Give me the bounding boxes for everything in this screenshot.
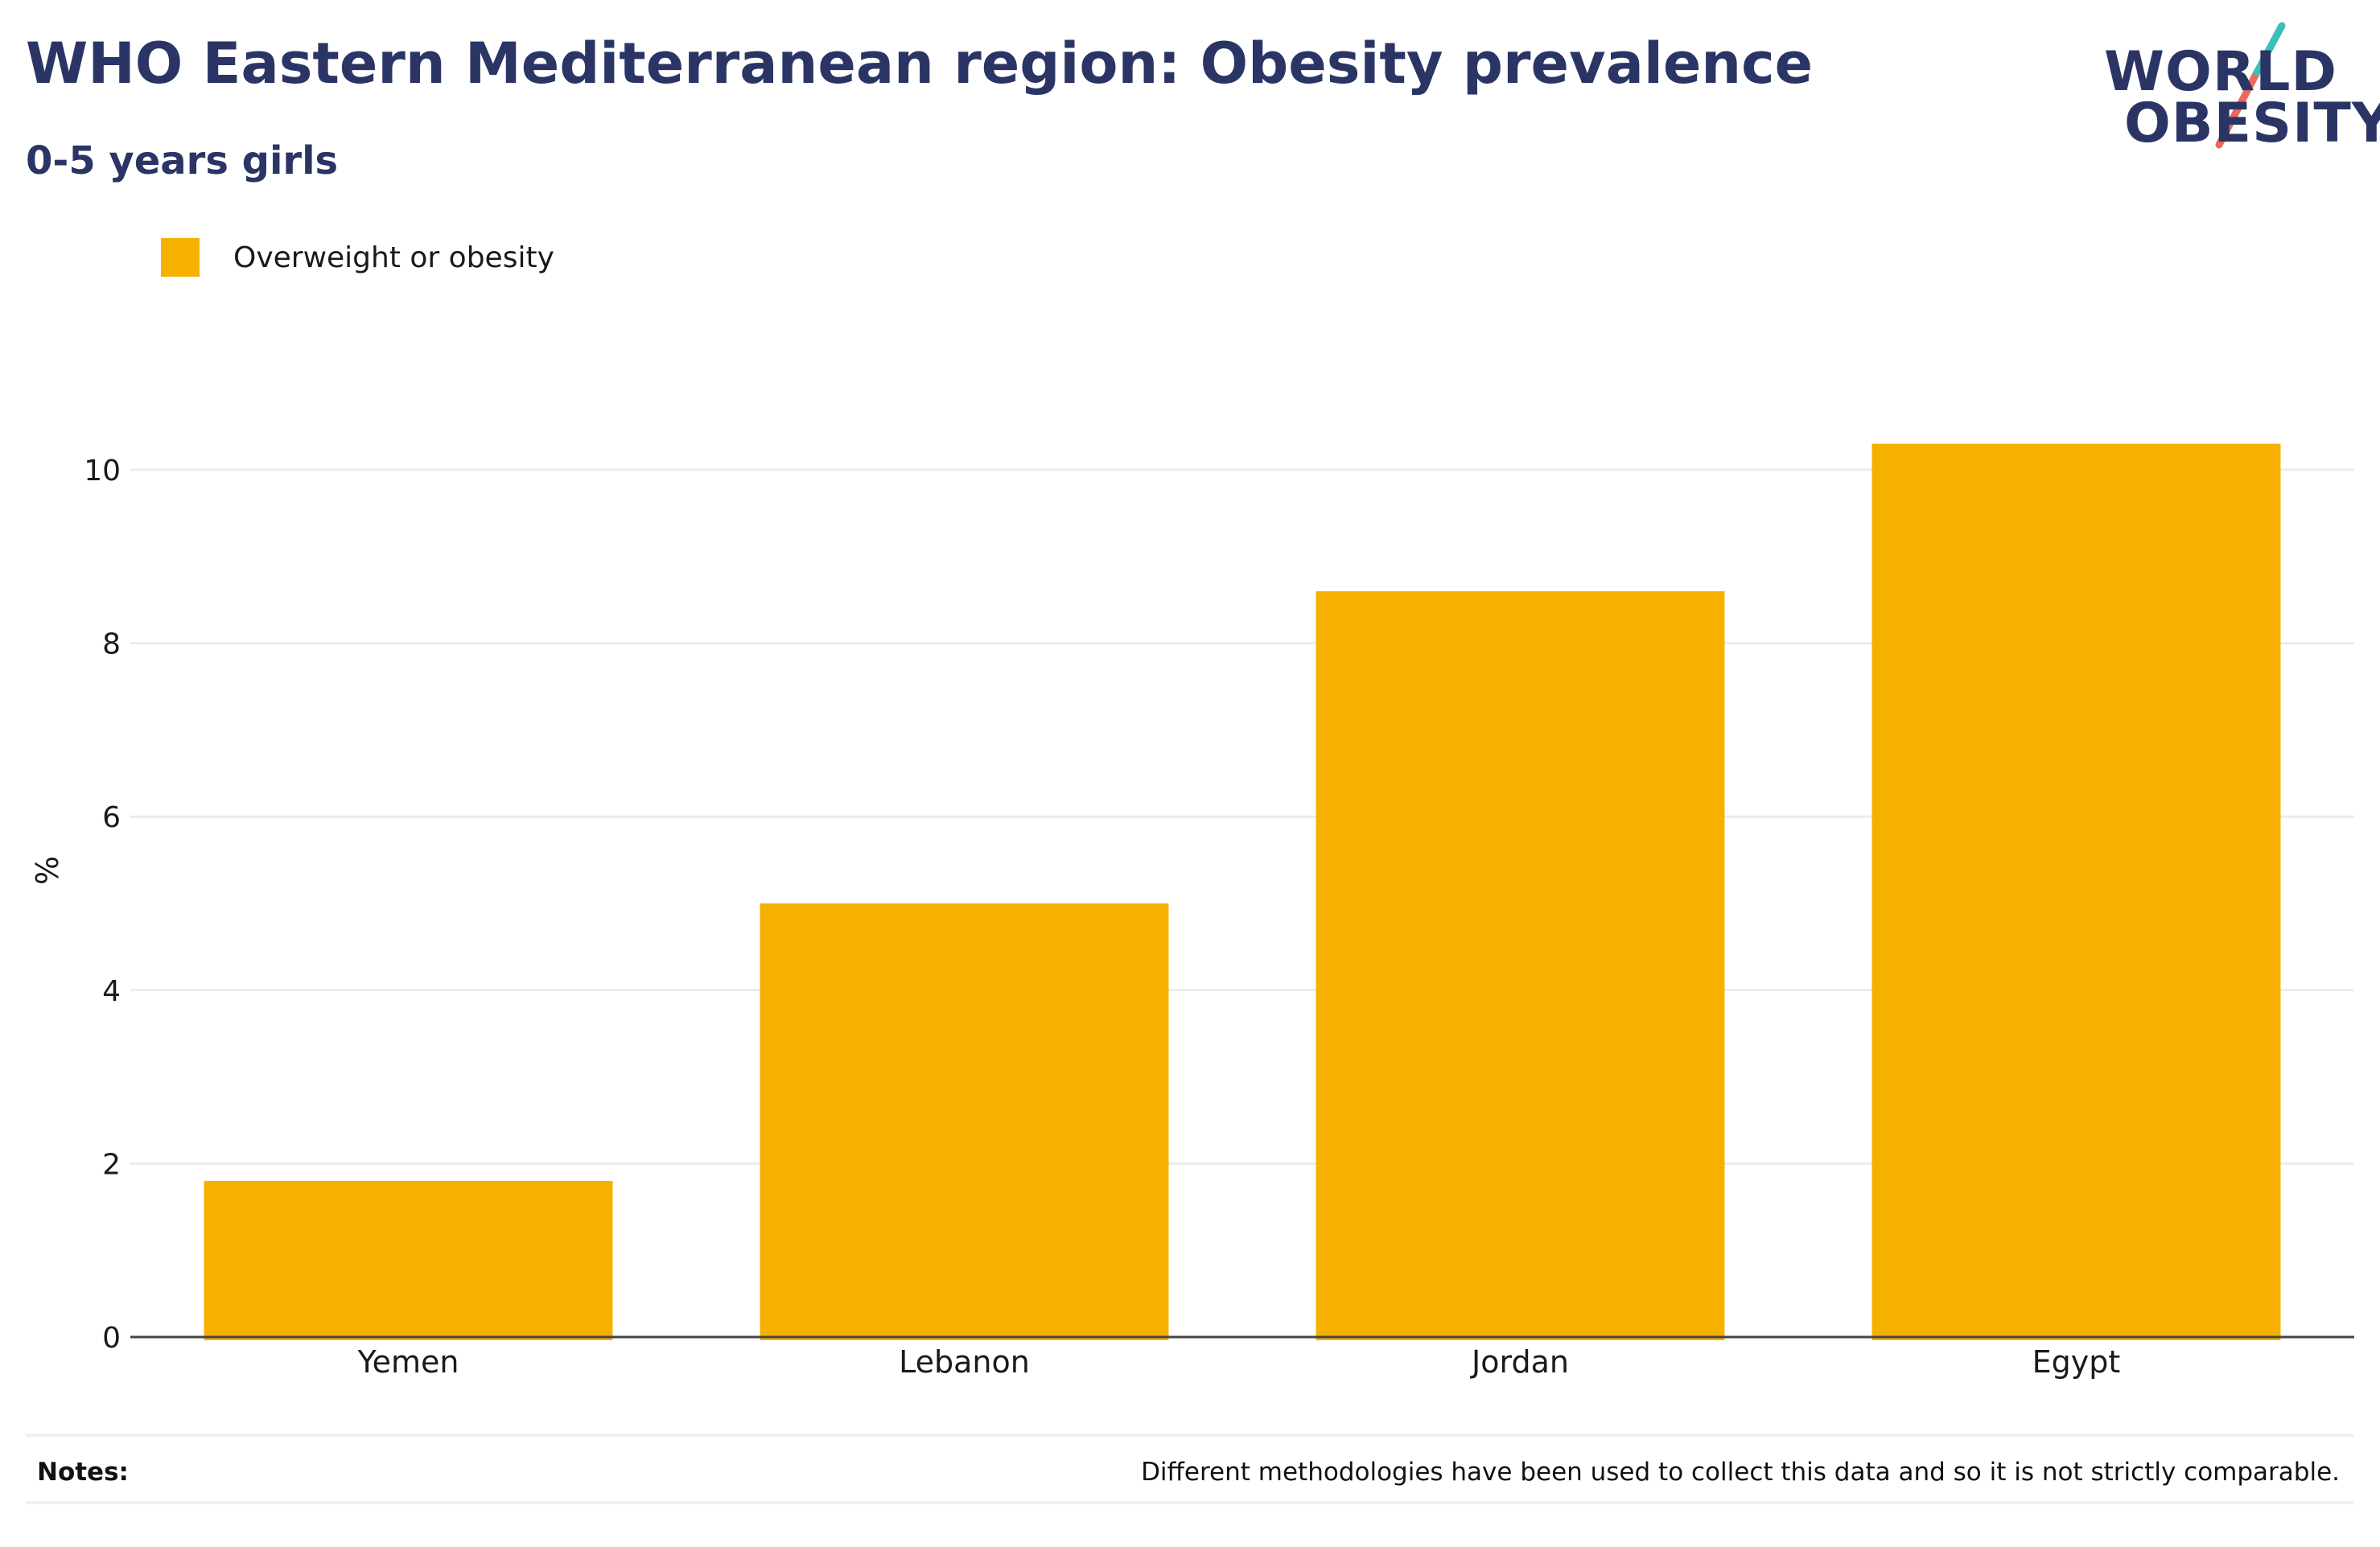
logo-word-world: WORLD bbox=[2104, 40, 2337, 104]
y-tick-label: 2 bbox=[102, 1148, 121, 1181]
x-tick-label: Jordan bbox=[1470, 1344, 1569, 1380]
notes-divider-bottom bbox=[26, 1501, 2354, 1504]
world-obesity-logo: WORLD OBESITY bbox=[2092, 16, 2380, 177]
y-tick-label: 4 bbox=[102, 975, 121, 1008]
y-axis-label: % bbox=[30, 856, 65, 885]
bar bbox=[1871, 443, 2281, 1341]
x-tick-label: Egypt bbox=[2032, 1344, 2121, 1380]
bar bbox=[760, 903, 1169, 1340]
notes-label: Notes: bbox=[37, 1458, 129, 1487]
y-tick-label: 6 bbox=[102, 801, 121, 834]
chart-subtitle: 0-5 years girls bbox=[26, 138, 339, 183]
x-tick-label: Lebanon bbox=[899, 1344, 1030, 1380]
bar bbox=[204, 1180, 613, 1340]
bar bbox=[1316, 590, 1725, 1340]
legend: Overweight or obesity bbox=[161, 238, 554, 277]
y-tick-label: 10 bbox=[84, 455, 121, 488]
y-tick-label: 8 bbox=[102, 628, 121, 661]
y-tick-label: 0 bbox=[102, 1322, 121, 1355]
legend-swatch bbox=[161, 238, 200, 277]
notes-text: Different methodologies have been used t… bbox=[1141, 1458, 2340, 1487]
chart-title: WHO Eastern Mediterranean region: Obesit… bbox=[26, 31, 1814, 97]
legend-label: Overweight or obesity bbox=[233, 241, 554, 274]
logo-word-obesity: OBESITY bbox=[2124, 92, 2380, 155]
x-tick-label: Yemen bbox=[356, 1344, 459, 1380]
logo-slash-icon bbox=[2215, 22, 2286, 149]
notes-divider-top bbox=[26, 1434, 2354, 1437]
